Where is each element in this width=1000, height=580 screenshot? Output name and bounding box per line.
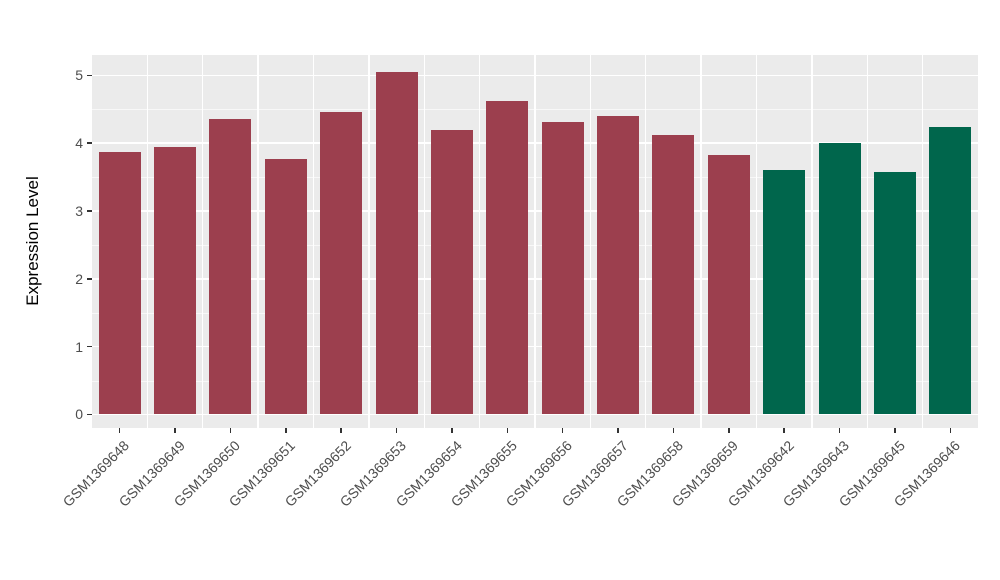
bar-GSM1369656 [541,122,584,415]
x-tick-mark [672,428,675,433]
gridline-vertical [368,55,370,428]
y-tick-label: 2 [75,270,83,287]
x-tick-mark [617,428,619,433]
x-tick-mark [561,428,564,433]
bar-GSM1369658 [652,135,695,415]
bar-GSM1369651 [264,159,307,415]
bar-GSM1369653 [375,71,418,415]
bar-GSM1369645 [873,172,916,415]
x-tick-mark [340,428,342,433]
y-tick-mark [87,345,92,348]
gridline-vertical [811,55,813,428]
x-tick-mark [285,428,287,433]
bar-GSM1369654 [430,129,473,415]
x-tick-mark [451,428,453,433]
gridline-vertical [423,55,425,428]
gridline-vertical [478,55,481,428]
y-tick-mark [87,278,92,280]
gridline-vertical [534,55,536,428]
bar-GSM1369652 [320,111,363,415]
x-tick-mark [174,428,176,433]
x-tick-mark [949,428,952,433]
x-tick-mark [838,428,841,433]
gridline-vertical [146,55,149,428]
bar-GSM1369659 [707,154,750,415]
bar-GSM1369655 [486,101,529,415]
y-axis-title: Expression Level [23,176,42,306]
bar-GSM1369650 [209,118,252,415]
y-tick-label: 1 [75,338,83,355]
x-tick-mark [728,428,730,433]
y-tick-mark [87,142,92,144]
gridline-vertical [257,55,259,428]
x-tick-mark [395,428,398,433]
plot-panel [92,55,978,428]
gridline-vertical [866,55,868,428]
bar-GSM1369648 [98,151,141,415]
x-tick-mark [783,428,785,433]
y-tick-label: 3 [75,202,83,219]
x-tick-mark [118,428,121,433]
y-tick-label: 0 [75,406,83,423]
x-tick-mark [229,428,232,433]
y-tick-mark [87,210,92,212]
gridline-vertical [589,55,592,428]
gridline-vertical [755,55,758,428]
gridline-vertical [645,55,647,428]
bar-GSM1369642 [763,169,806,415]
gridline-vertical [312,55,315,428]
y-tick-mark [87,74,92,77]
y-tick-mark [87,413,92,416]
bar-GSM1369657 [597,116,640,415]
bar-GSM1369643 [818,143,861,415]
gridline-vertical [202,55,204,428]
bar-GSM1369649 [154,146,197,415]
x-tick-mark [506,428,509,433]
gridline-vertical [921,55,924,428]
x-tick-mark [894,428,896,433]
y-tick-label: 4 [75,135,83,152]
bar-GSM1369646 [929,126,972,415]
y-tick-label: 5 [75,67,83,84]
gridline-vertical [700,55,702,428]
